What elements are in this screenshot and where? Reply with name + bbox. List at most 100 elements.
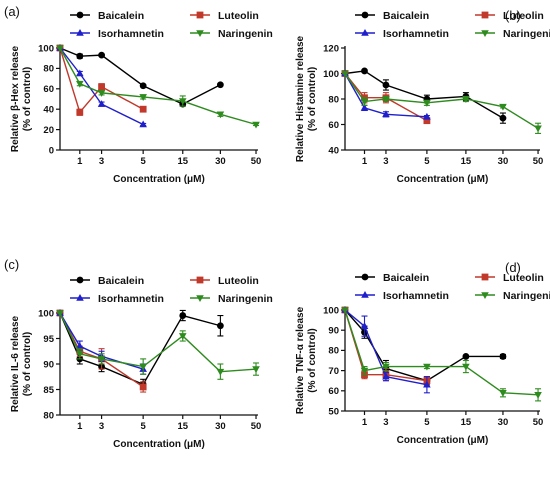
y-tick-label: 80 (328, 94, 339, 105)
legend-marker (361, 29, 369, 36)
legend-marker (196, 276, 204, 284)
data-point (139, 383, 147, 391)
data-point (76, 342, 84, 349)
y-tick-label: 100 (38, 308, 54, 319)
x-tick-label: 15 (461, 156, 472, 167)
data-point (423, 363, 431, 371)
y-tick-label: 90 (328, 326, 339, 337)
data-point (361, 67, 368, 75)
y-tick-label: 100 (323, 69, 339, 80)
data-point (382, 363, 390, 371)
series-naringenin (56, 310, 260, 380)
y-tick-label: 100 (38, 43, 54, 54)
series-line (344, 70, 504, 119)
legend-label: Luteolin (503, 10, 544, 22)
legend-label: Luteolin (218, 10, 259, 22)
data-point (534, 392, 542, 399)
data-point (216, 111, 225, 119)
data-point (462, 353, 470, 360)
y-tick-label: 100 (323, 305, 339, 316)
data-point (76, 52, 84, 60)
x-tick-label: 1 (362, 156, 368, 167)
data-point (216, 81, 224, 89)
y-tick-label: 70 (328, 366, 339, 377)
data-point (216, 322, 224, 330)
data-point (423, 100, 431, 107)
data-point (534, 125, 542, 133)
chart-panel-4: (d) 50 60 70 80 90 100 1 3 5 15 30 50 Concentration (… (295, 260, 550, 446)
legend-label: Baicalein (383, 272, 429, 284)
x-tick-label: 3 (99, 421, 104, 432)
x-axis-label: Concentration (μM) (113, 174, 205, 185)
legend-marker (76, 294, 84, 301)
legend-marker (196, 295, 204, 302)
y-tick-label: 50 (328, 406, 339, 417)
series-naringenin (341, 307, 542, 402)
legend-marker (361, 291, 369, 298)
legend-marker (361, 273, 369, 281)
data-point (382, 110, 390, 118)
data-point (341, 70, 349, 78)
x-tick-label: 5 (424, 417, 430, 428)
data-point (76, 108, 84, 116)
legend-marker (481, 292, 489, 299)
y-tick-label: 90 (43, 359, 54, 370)
y-axis-label: Relative β-Hex release (10, 45, 21, 152)
data-point (382, 372, 390, 380)
panel-label: (a) (4, 4, 20, 19)
data-point (97, 356, 106, 363)
y-axis-label: Relative Histamine release (295, 35, 306, 162)
data-point (341, 307, 349, 314)
x-tick-label: 50 (533, 156, 544, 167)
x-tick-label: 1 (77, 156, 83, 167)
y-axis-label-unit: (% of control) (307, 328, 318, 392)
legend-label: Naringenin (218, 293, 273, 305)
data-point (423, 380, 431, 388)
x-tick-label: 3 (383, 417, 388, 428)
y-axis-label-unit: (% of control) (307, 67, 318, 131)
legend-marker (76, 11, 84, 19)
data-point (179, 312, 187, 319)
data-point (462, 363, 470, 371)
x-tick-label: 50 (251, 156, 262, 167)
data-point (462, 96, 470, 103)
x-tick-label: 15 (461, 417, 472, 428)
data-point (56, 310, 64, 317)
x-tick-label: 15 (177, 421, 188, 432)
legend-label: Isorhamnetin (98, 28, 164, 40)
y-tick-label: 80 (43, 410, 54, 421)
data-point (139, 105, 147, 113)
data-point (178, 333, 187, 340)
x-tick-label: 30 (498, 417, 509, 428)
data-point (76, 69, 84, 77)
x-tick-label: 30 (498, 156, 509, 167)
data-point (360, 367, 369, 375)
legend-marker (481, 273, 489, 281)
data-point (97, 100, 106, 107)
x-tick-label: 15 (177, 156, 188, 167)
y-axis-label: Relative TNF-α release (295, 306, 306, 414)
data-point (56, 45, 64, 52)
y-tick-label: 80 (328, 346, 339, 357)
data-point (139, 120, 147, 128)
legend: Baicalein Luteolin Isorhamnetin Naringenin (355, 10, 550, 40)
legend-marker (196, 30, 204, 37)
legend-label: Naringenin (218, 28, 273, 40)
series-line (344, 309, 428, 386)
legend-label: Naringenin (503, 28, 550, 40)
y-tick-label: 20 (43, 125, 54, 136)
data-point (139, 363, 147, 371)
y-tick-label: 0 (49, 145, 54, 156)
chart-panel-1: (a) 0 20 40 60 80 100 1 3 5 15 30 50 Concentration (μ… (4, 4, 273, 185)
data-point (97, 90, 106, 97)
y-tick-label: 60 (328, 120, 339, 131)
series-naringenin (56, 45, 260, 129)
x-tick-label: 5 (141, 421, 147, 432)
data-point (98, 51, 105, 59)
legend: Baicalein Luteolin Isorhamnetin Naringenin (70, 275, 273, 305)
y-tick-label: 80 (43, 64, 54, 75)
panel-label: (c) (4, 257, 19, 272)
legend-label: Naringenin (503, 290, 550, 302)
y-tick-label: 85 (43, 385, 54, 396)
